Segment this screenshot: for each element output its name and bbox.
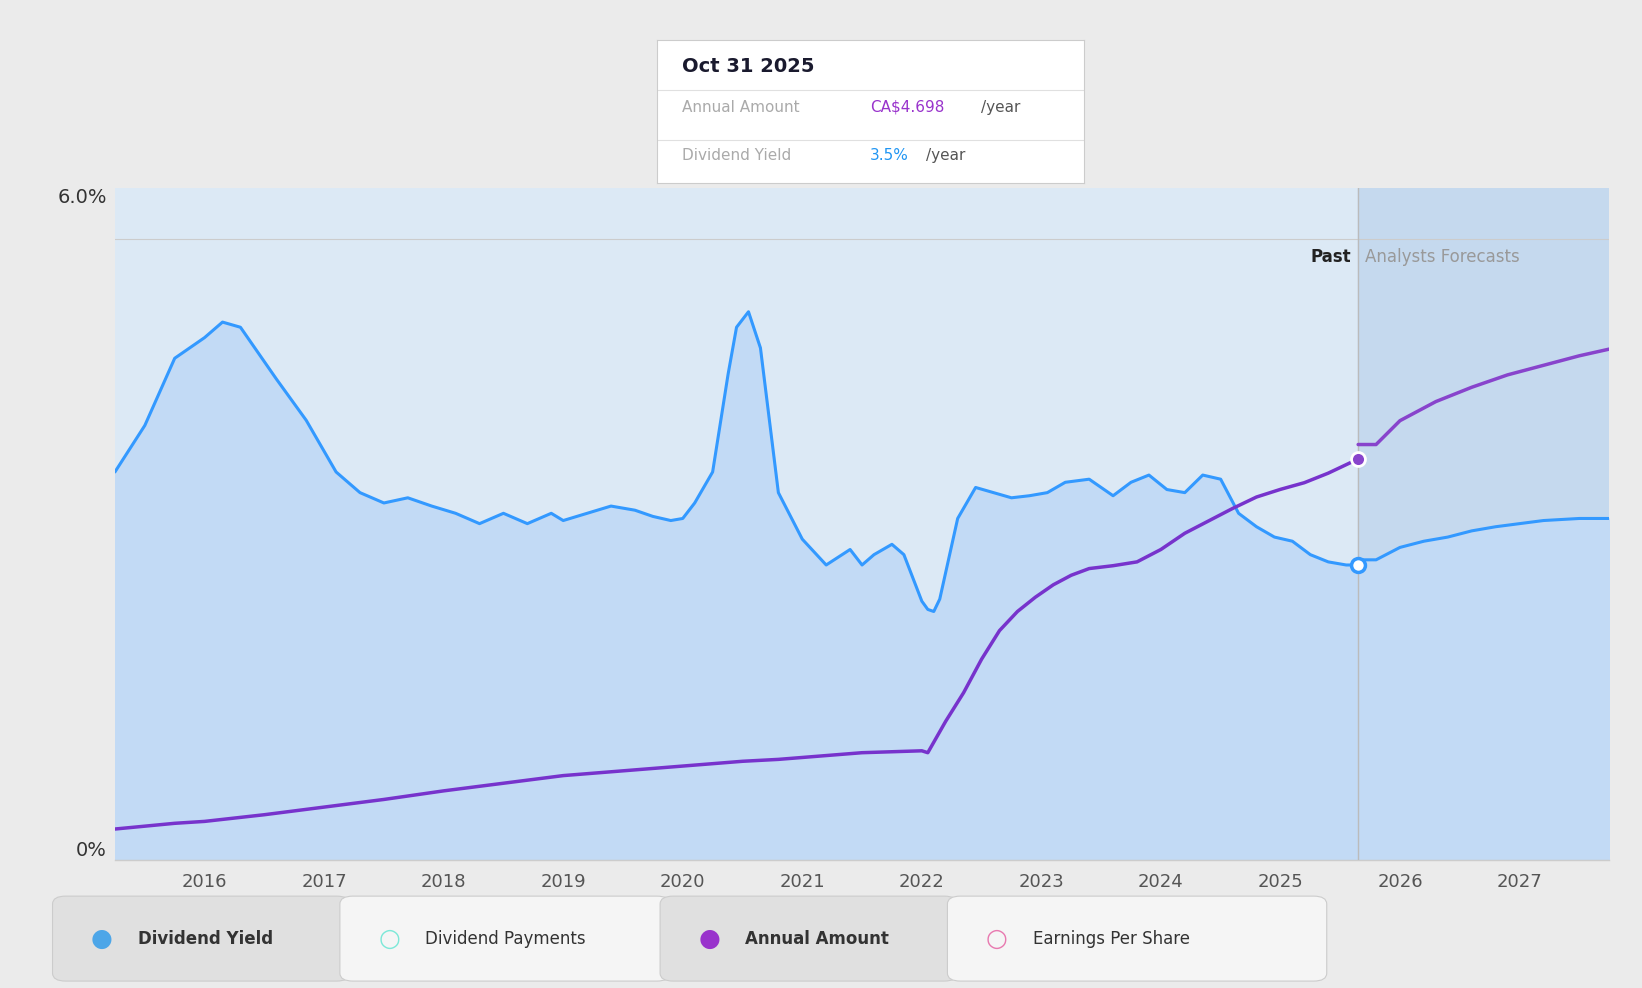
- Text: ○: ○: [378, 927, 401, 950]
- Text: Dividend Payments: Dividend Payments: [425, 930, 586, 947]
- Text: 3.5%: 3.5%: [870, 148, 910, 163]
- Text: 6.0%: 6.0%: [57, 188, 107, 206]
- Text: /year: /year: [982, 100, 1021, 115]
- Text: Past: Past: [1310, 248, 1351, 266]
- Text: 0%: 0%: [76, 841, 107, 860]
- Text: Oct 31 2025: Oct 31 2025: [683, 56, 814, 76]
- Text: Annual Amount: Annual Amount: [745, 930, 890, 947]
- Text: CA$4.698: CA$4.698: [870, 100, 944, 115]
- Bar: [1358, 188, 1609, 860]
- Text: Dividend Yield: Dividend Yield: [683, 148, 791, 163]
- Text: Annual Amount: Annual Amount: [683, 100, 800, 115]
- Text: Analysts Forecasts: Analysts Forecasts: [1365, 248, 1520, 266]
- Text: /year: /year: [926, 148, 965, 163]
- Text: Dividend Yield: Dividend Yield: [138, 930, 273, 947]
- Text: Earnings Per Share: Earnings Per Share: [1033, 930, 1190, 947]
- Text: ○: ○: [985, 927, 1008, 950]
- Text: ●: ●: [90, 927, 113, 950]
- Text: ●: ●: [698, 927, 721, 950]
